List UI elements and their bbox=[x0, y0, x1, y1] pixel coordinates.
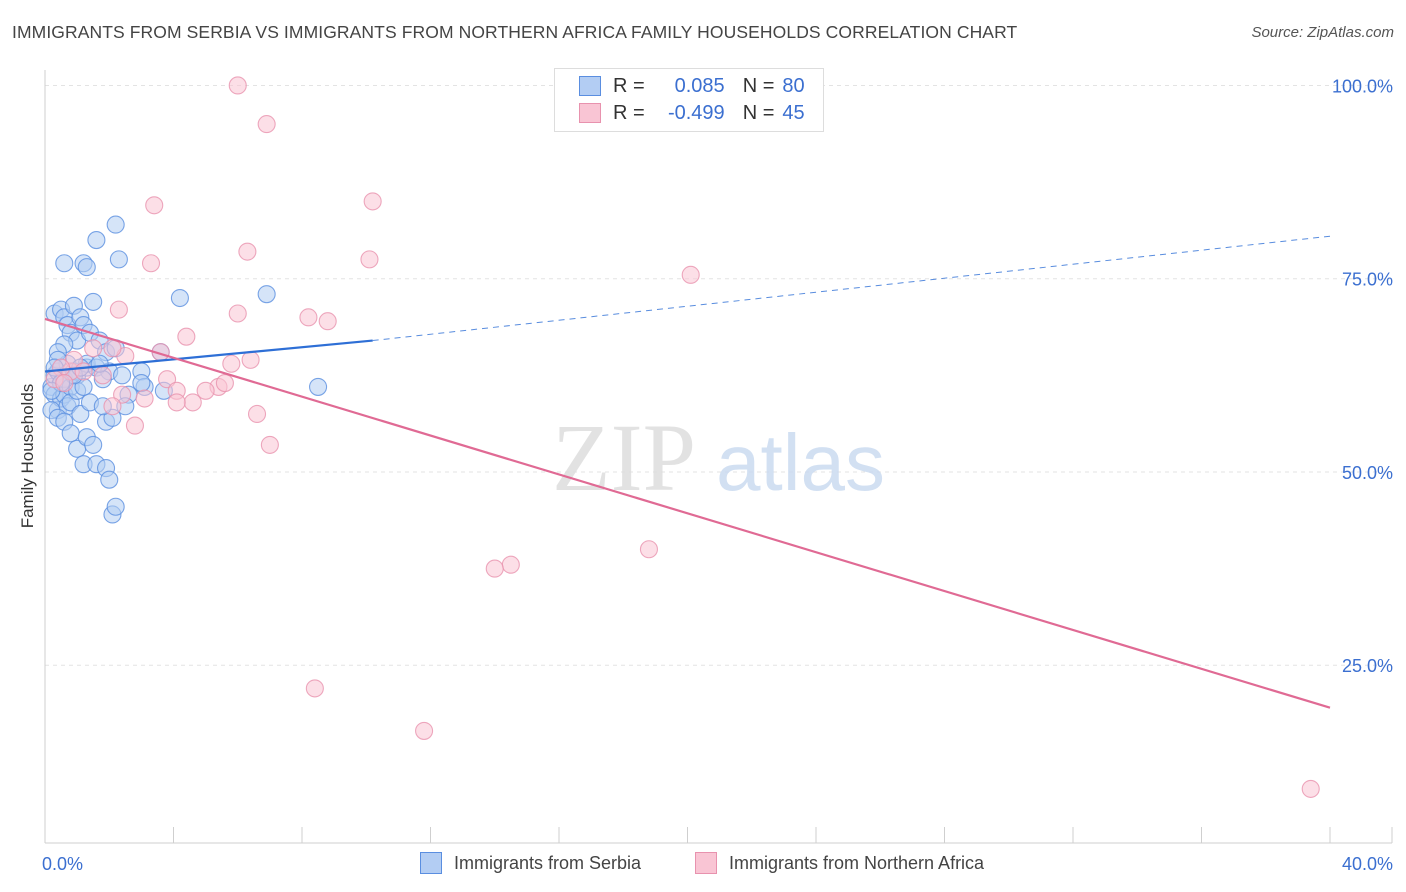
legend-n-value: 80 bbox=[782, 74, 805, 97]
serbia-point bbox=[113, 366, 132, 385]
stats-legend: R = 0.085 N = 80 R = -0.499 N = 45 bbox=[554, 68, 824, 132]
nafrica-legend-label: Immigrants from Northern Africa bbox=[729, 852, 985, 873]
legend-r-value: 0.085 bbox=[674, 74, 725, 97]
axis-layer bbox=[44, 70, 1393, 844]
serbia-point bbox=[109, 250, 128, 269]
watermark-atlas: atlas bbox=[716, 418, 885, 507]
nafrica-point bbox=[177, 327, 196, 346]
legend-row-nafrica: R = -0.499 N = 45 bbox=[579, 100, 805, 126]
source-label: Source: ZipAtlas.com bbox=[1251, 24, 1394, 41]
serbia-point bbox=[87, 231, 106, 250]
serbia-point bbox=[309, 377, 328, 396]
nafrica-point bbox=[222, 354, 241, 373]
nafrica-point bbox=[1301, 779, 1320, 798]
grid-layer bbox=[45, 84, 1392, 666]
nafrica-point bbox=[681, 265, 700, 284]
nafrica-point bbox=[196, 381, 215, 400]
legend-r-label: R = bbox=[613, 74, 645, 97]
nafrica-point bbox=[141, 254, 161, 273]
nafrica-point bbox=[247, 404, 267, 424]
nafrica-point bbox=[241, 350, 260, 369]
x-tick-label: 40.0% bbox=[1342, 854, 1393, 874]
nafrica-point bbox=[363, 192, 382, 211]
serbia-point bbox=[77, 258, 96, 277]
serbia-point bbox=[71, 404, 90, 424]
nafrica-point bbox=[167, 393, 186, 412]
nafrica-point bbox=[257, 115, 276, 134]
nafrica-point bbox=[55, 374, 74, 393]
serbia-point bbox=[106, 497, 125, 516]
nafrica-point bbox=[84, 339, 103, 358]
nafrica-point bbox=[485, 559, 504, 578]
legend-r-value: -0.499 bbox=[667, 101, 725, 124]
nafrica-point bbox=[238, 242, 257, 261]
nafrica-point bbox=[103, 339, 122, 358]
y-tick-label: 100.0% bbox=[1332, 76, 1393, 96]
nafrica-point bbox=[260, 435, 279, 454]
nafrica-point bbox=[318, 312, 337, 331]
nafrica-point bbox=[215, 374, 234, 393]
serbia-trend-line bbox=[44, 339, 373, 373]
serbia-point bbox=[106, 215, 125, 234]
nafrica-point bbox=[103, 397, 122, 416]
nafrica-point bbox=[158, 370, 177, 389]
legend-n-value: 45 bbox=[782, 101, 805, 124]
nafrica-point bbox=[135, 389, 154, 408]
points-layer bbox=[42, 76, 1320, 798]
nafrica-point bbox=[125, 416, 144, 435]
serbia-legend-label: Immigrants from Serbia bbox=[454, 852, 642, 873]
nafrica-point bbox=[228, 304, 247, 323]
serbia-point bbox=[61, 424, 80, 443]
nafrica-point bbox=[501, 555, 520, 574]
nafrica-point bbox=[299, 308, 318, 327]
serbia-point bbox=[55, 254, 74, 273]
chart-title: IMMIGRANTS FROM SERBIA VS IMMIGRANTS FRO… bbox=[12, 22, 1018, 42]
nafrica-point bbox=[145, 196, 164, 215]
serbia-point bbox=[257, 285, 276, 304]
serbia-point bbox=[100, 470, 119, 489]
nafrica-point bbox=[305, 679, 324, 698]
x-tick-label: 0.0% bbox=[42, 854, 83, 874]
serbia-swatch bbox=[579, 76, 601, 96]
legend-n-label: N = bbox=[742, 101, 775, 124]
serbia-legend-swatch bbox=[420, 852, 442, 874]
serbia-point bbox=[170, 288, 189, 308]
nafrica-point bbox=[93, 366, 112, 385]
y-tick-label: 75.0% bbox=[1342, 270, 1393, 290]
watermark: ZIP atlas bbox=[552, 404, 885, 511]
legend-item-serbia[interactable]: Immigrants from Serbia bbox=[420, 852, 641, 874]
tick-label-layer: 25.0% 50.0% 75.0% 100.0% 0.0% 40.0% bbox=[42, 76, 1393, 874]
y-tick-label: 25.0% bbox=[1342, 656, 1393, 676]
nafrica-legend-swatch bbox=[695, 852, 717, 874]
serbia-trend-extension bbox=[372, 235, 1331, 342]
serbia-point bbox=[84, 292, 103, 311]
serbia-point bbox=[84, 435, 103, 454]
trend-layer bbox=[44, 235, 1331, 709]
legend-item-nafrica[interactable]: Immigrants from Northern Africa bbox=[695, 852, 984, 874]
legend-r-label: R = bbox=[613, 101, 645, 124]
legend-n-label: N = bbox=[742, 74, 775, 97]
nafrica-swatch bbox=[579, 103, 601, 123]
nafrica-trend-line bbox=[44, 317, 1331, 709]
nafrica-point bbox=[639, 540, 659, 559]
nafrica-point bbox=[415, 721, 434, 740]
y-axis-label: Family Households bbox=[18, 383, 37, 529]
nafrica-point bbox=[228, 76, 247, 95]
y-tick-label: 50.0% bbox=[1342, 463, 1393, 483]
nafrica-point bbox=[360, 250, 379, 269]
nafrica-point bbox=[109, 300, 128, 319]
nafrica-point bbox=[74, 362, 93, 381]
serbia-point bbox=[132, 374, 151, 393]
nafrica-point bbox=[113, 385, 132, 404]
legend-row-serbia: R = 0.085 N = 80 bbox=[579, 73, 805, 99]
